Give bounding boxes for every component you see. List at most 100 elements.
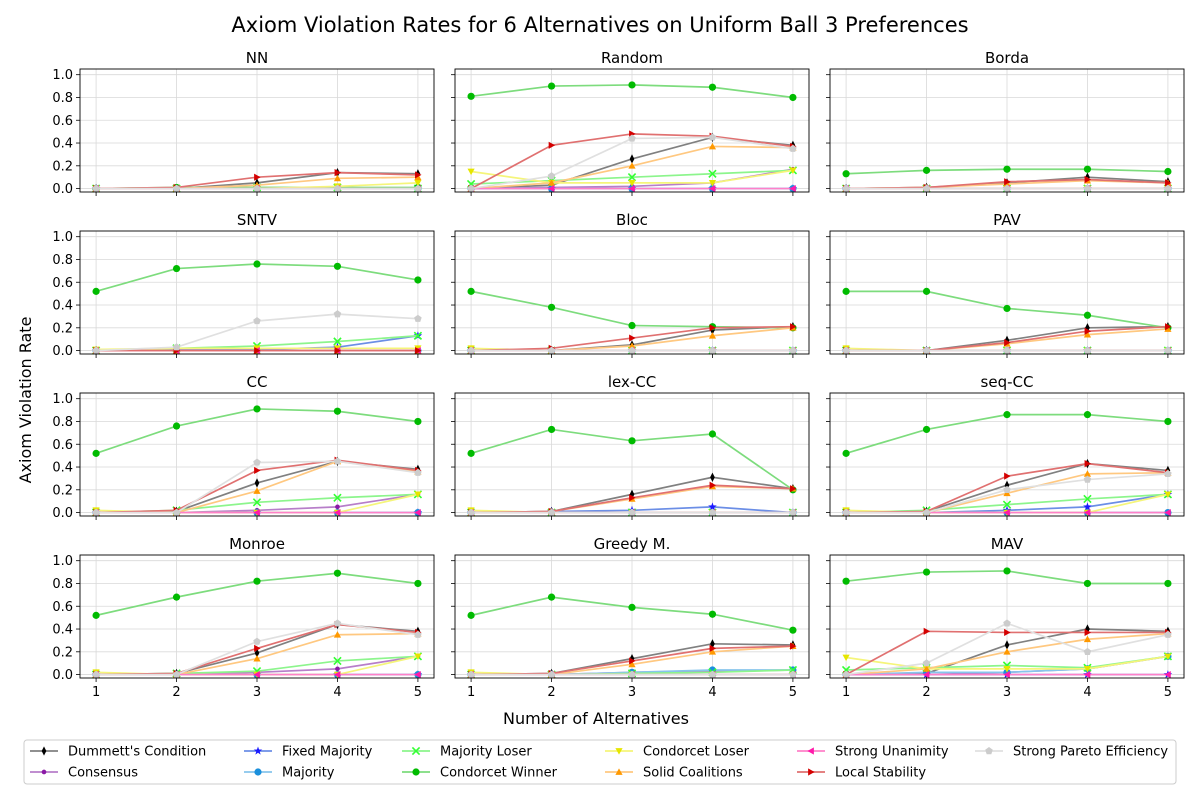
x-axis-label: Number of Alternatives [503,709,689,728]
data-point [1083,508,1091,517]
data-point [1164,184,1172,192]
legend-entry-local-stability: Local Stability [797,766,926,781]
data-point [172,593,181,601]
legend-marker [254,768,262,776]
data-point [1164,417,1172,426]
data-point [547,82,556,90]
data-point [253,508,260,517]
data-point [628,437,636,445]
subplot-pav: PAV [826,211,1185,358]
data-point [467,670,475,678]
plot-frame [829,392,1185,517]
y-tick-label: 0.0 [52,506,73,521]
data-point [334,346,342,355]
y-tick-label: 0.6 [52,600,73,615]
data-point [467,346,475,354]
data-point [922,425,931,434]
data-point [1083,502,1092,511]
data-point [708,83,717,91]
x-tick-label: 2 [922,685,930,700]
data-point [1084,628,1092,637]
data-point [467,92,475,100]
data-point [710,639,715,649]
data-point [790,485,797,493]
data-point [547,508,556,516]
data-point [415,171,422,179]
data-point [628,81,636,89]
series-condorcet-winner [92,260,422,295]
data-point [1004,640,1010,650]
data-point [709,324,717,332]
data-point [1083,635,1092,643]
plot-frame [829,68,1185,193]
legend-entry-strong-unanimity: Strong Unanimity [797,745,949,760]
data-point [172,508,181,516]
legend-marker [807,747,814,755]
data-point [253,317,261,325]
data-point [1083,184,1092,192]
data-point [1004,472,1011,480]
data-point [708,346,717,354]
data-point [172,422,181,430]
data-point [172,670,181,678]
x-tick-label: 2 [547,685,555,700]
data-point [842,184,850,192]
data-point [467,611,475,619]
data-point [708,332,717,339]
legend-label: Condorcet Loser [643,745,750,760]
data-point [253,637,261,645]
data-point [254,346,261,355]
data-point [253,458,261,466]
data-point [467,184,475,192]
y-tick-label: 0.8 [52,91,73,106]
x-tick-label: 5 [1164,685,1172,700]
data-point [254,644,261,652]
legend-marker [615,748,623,755]
data-point [335,666,340,672]
legend-label: Consensus [68,766,138,781]
data-point [333,407,342,415]
data-point [253,655,261,662]
legend-label: Local Stability [835,766,926,781]
data-point [790,323,797,331]
data-point [629,154,635,164]
x-tick-label: 3 [1003,685,1011,700]
data-point [1164,491,1172,498]
subplot-title: CC [247,373,268,391]
data-point [842,346,850,354]
data-point [547,593,556,601]
data-point [708,133,717,141]
data-point [252,498,262,507]
legend-entry-consensus: Consensus [30,766,138,781]
x-tick-label: 4 [1083,685,1091,700]
x-tick-label: 1 [467,685,475,700]
y-tick-label: 1.0 [52,554,73,569]
subplot-title: PAV [993,211,1021,229]
x-tick-label: 1 [92,685,100,700]
plot-frame [79,230,435,355]
series-strong-pareto-efficiency [92,457,422,516]
data-point [253,260,261,268]
data-point [547,425,556,434]
legend-marker [412,768,420,776]
y-tick-label: 0.4 [52,623,73,638]
data-point [333,631,342,638]
data-point [415,346,422,355]
subplot-lex-cc: lex-CC [451,373,810,520]
data-point [413,331,423,340]
data-point [467,508,475,516]
plot-frame [829,230,1185,355]
legend-frame [23,739,1177,785]
subplot-title: Random [601,49,663,67]
y-tick-label: 0.2 [52,159,73,174]
data-point [627,173,637,182]
data-point [1164,653,1172,660]
subplot-monroe: Monroe 1 2 3 4 5 0.0 0.2 0.4 0.6 0.8 1.0 [52,535,435,700]
legend-label: Solid Coalitions [643,766,743,781]
data-point [789,144,797,152]
data-point [92,449,100,457]
data-point [628,184,635,193]
data-point [254,478,260,488]
series-condorcet-winner [467,425,797,494]
data-point [1083,494,1092,504]
